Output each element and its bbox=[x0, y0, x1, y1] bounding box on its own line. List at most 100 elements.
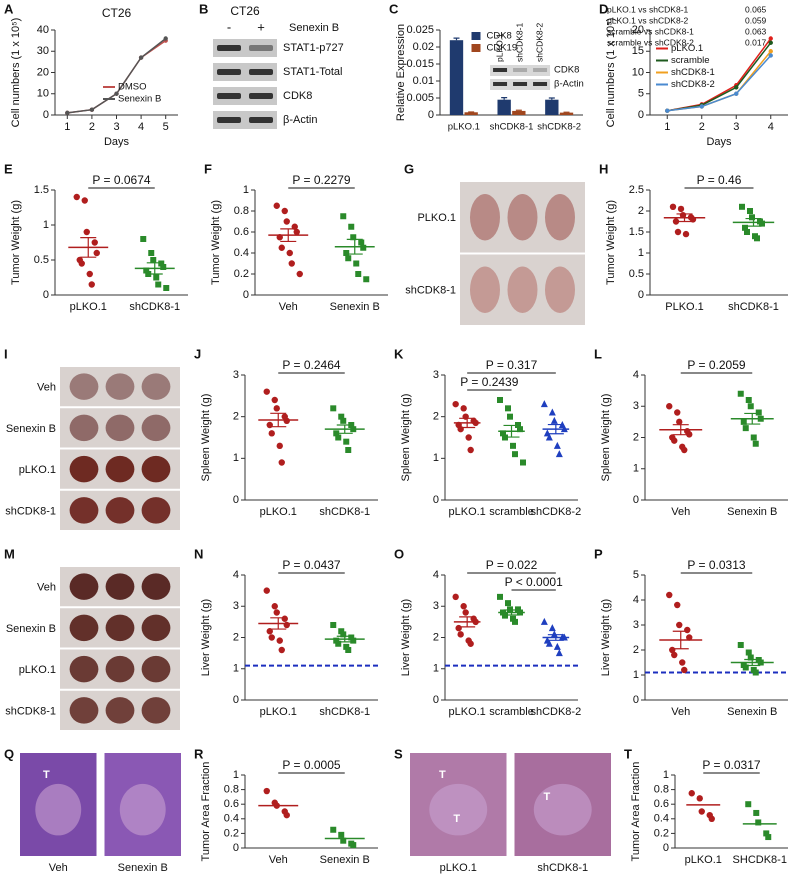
p-value: P = 0.0674 bbox=[92, 173, 150, 187]
specimen bbox=[141, 655, 171, 683]
x-axis-label: Days bbox=[104, 136, 130, 148]
point bbox=[338, 413, 345, 420]
point bbox=[666, 591, 673, 599]
y-tick-label: 0.01 bbox=[413, 75, 434, 87]
error-bar bbox=[548, 97, 555, 100]
point bbox=[278, 244, 285, 251]
y-axis-label: Tumor Weight (g) bbox=[10, 200, 22, 285]
y-tick-label: 0.005 bbox=[406, 92, 434, 104]
point bbox=[665, 108, 670, 113]
panel-letter: E bbox=[4, 161, 13, 176]
y-tick-label: 0 bbox=[433, 694, 439, 706]
x-tick-label: Senexin B bbox=[320, 854, 370, 866]
point bbox=[666, 403, 673, 410]
point bbox=[740, 418, 747, 425]
band bbox=[249, 69, 273, 75]
point bbox=[507, 606, 513, 613]
caption: pLKO.1 bbox=[440, 862, 477, 874]
y-axis-label: Liver Weight (g) bbox=[400, 599, 412, 676]
point bbox=[452, 593, 459, 601]
point bbox=[745, 397, 752, 403]
specimen bbox=[141, 414, 171, 442]
specimen bbox=[545, 266, 575, 313]
row-label: Veh bbox=[37, 382, 56, 394]
y-axis-label: Spleen Weight (g) bbox=[400, 394, 412, 482]
x-tick-label: shCDK8-2 bbox=[530, 706, 581, 718]
blot-title: CT26 bbox=[230, 4, 260, 18]
error-bar bbox=[672, 424, 689, 436]
point bbox=[273, 609, 280, 616]
row-label: shCDK8-1 bbox=[5, 705, 56, 717]
point bbox=[330, 622, 337, 628]
point bbox=[273, 202, 280, 209]
point bbox=[768, 53, 773, 58]
y-tick-label: 2 bbox=[638, 205, 644, 217]
point bbox=[755, 409, 762, 416]
y-tick-label: 1 bbox=[663, 769, 669, 781]
y-tick-label: 0 bbox=[243, 289, 249, 301]
y-tick-label: 0.8 bbox=[234, 205, 249, 217]
y-tick-label: 0 bbox=[428, 109, 434, 121]
point bbox=[548, 624, 556, 632]
x-tick-label: pLKO.1 bbox=[685, 854, 722, 866]
y-tick-label: 0.2 bbox=[654, 827, 669, 839]
y-tick-label: 1 bbox=[243, 184, 249, 196]
point bbox=[460, 405, 467, 412]
point bbox=[737, 390, 744, 397]
x-tick-label: pLKO.1 bbox=[260, 706, 297, 718]
error-bar bbox=[270, 412, 287, 428]
point bbox=[283, 811, 290, 819]
y-tick-label: 0.5 bbox=[629, 268, 644, 280]
point bbox=[747, 403, 754, 410]
error-bar bbox=[459, 616, 476, 628]
specimen bbox=[470, 194, 500, 241]
point bbox=[340, 417, 347, 424]
bar bbox=[449, 40, 464, 116]
point bbox=[338, 628, 345, 635]
point bbox=[467, 640, 474, 647]
specimen bbox=[141, 373, 171, 400]
x-axis-label: Days bbox=[706, 136, 732, 148]
y-tick-label: 0 bbox=[43, 109, 49, 121]
band-label: β-Actin bbox=[283, 114, 317, 126]
y-tick-label: 2 bbox=[433, 631, 439, 643]
error-bar bbox=[453, 37, 460, 41]
point bbox=[759, 220, 765, 227]
lane-label: + bbox=[257, 19, 265, 34]
legend-swatch bbox=[471, 44, 481, 52]
point bbox=[73, 193, 80, 201]
specimen bbox=[105, 455, 135, 483]
point bbox=[86, 270, 93, 278]
panel-letter: Q bbox=[4, 746, 14, 761]
x-tick-label: shCDK8-1 bbox=[728, 301, 779, 313]
panel-letter: G bbox=[404, 161, 414, 176]
specimen bbox=[69, 655, 99, 683]
point bbox=[540, 400, 548, 408]
specimen bbox=[507, 266, 538, 313]
y-tick-label: 3 bbox=[233, 369, 239, 381]
inset-band bbox=[493, 68, 508, 72]
bar bbox=[559, 112, 574, 115]
specimen bbox=[141, 697, 171, 724]
error-bar bbox=[336, 424, 353, 434]
point bbox=[512, 451, 518, 458]
point bbox=[348, 223, 355, 230]
treatment-label: Senexin B bbox=[289, 22, 339, 34]
x-tick-label: 3 bbox=[733, 121, 739, 133]
point bbox=[708, 815, 715, 822]
y-tick-label: 10 bbox=[632, 66, 644, 78]
p-value: P = 0.46 bbox=[697, 173, 742, 187]
point bbox=[140, 236, 147, 242]
point bbox=[150, 257, 157, 263]
p-value: P = 0.2464 bbox=[282, 358, 340, 372]
y-tick-label: 0.2 bbox=[224, 827, 239, 839]
point bbox=[768, 36, 773, 41]
y-tick-label: 1 bbox=[233, 663, 239, 675]
point bbox=[281, 207, 288, 215]
point bbox=[742, 224, 748, 231]
point bbox=[330, 405, 337, 412]
y-tick-label: 3 bbox=[233, 600, 239, 612]
y-tick-label: 1 bbox=[433, 452, 439, 464]
point bbox=[343, 250, 350, 256]
point bbox=[734, 91, 739, 96]
